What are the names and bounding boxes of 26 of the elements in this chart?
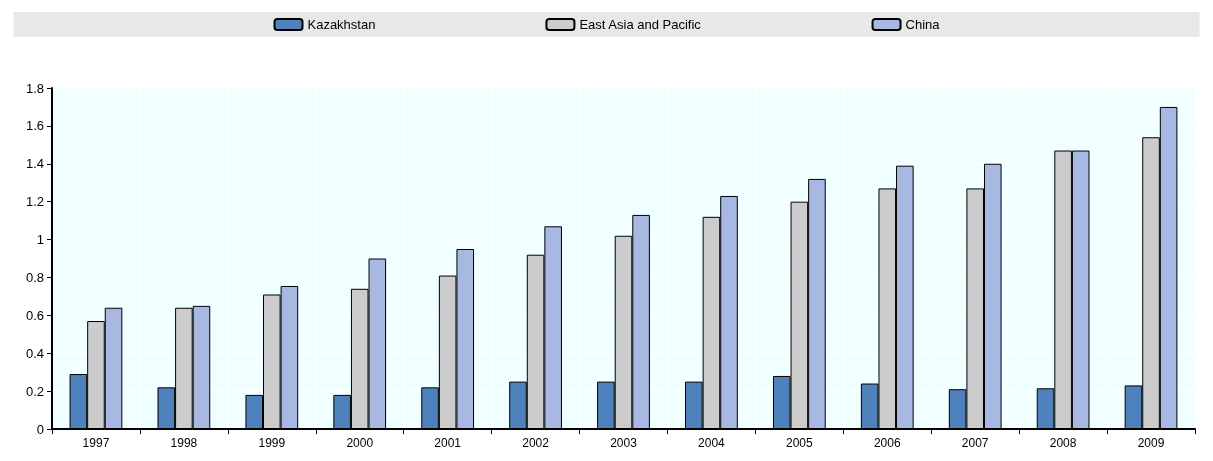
y-tick-label: 0.8 — [25, 269, 44, 285]
x-tick-label: 2000 — [346, 436, 374, 450]
x-tick-label: 2009 — [1137, 436, 1165, 450]
x-tick-label: 2004 — [698, 436, 726, 450]
x-tick-label: 2003 — [610, 436, 638, 450]
y-tick-label: 0.6 — [25, 307, 44, 323]
x-tick-label: 2001 — [434, 436, 462, 450]
x-tick-label: 2002 — [522, 436, 550, 450]
y-tick-label: 1.6 — [25, 118, 44, 134]
y-tick-label: 1 — [36, 232, 44, 248]
legend-label: East Asia and Pacific — [579, 17, 702, 32]
x-tick-label: 1999 — [258, 436, 286, 450]
x-tick-label: 2006 — [873, 436, 901, 450]
y-tick-label: 1.4 — [25, 156, 44, 172]
x-tick-label: 2007 — [961, 436, 989, 450]
y-tick-label: 0.4 — [25, 345, 44, 361]
x-tick-label: 2005 — [785, 436, 814, 450]
x-tick-label: 2008 — [1049, 436, 1077, 450]
x-tick-label: 1998 — [170, 436, 198, 450]
x-tick-label: 1997 — [82, 436, 110, 450]
y-tick-label: 0 — [36, 421, 44, 437]
legend-label: Kazakhstan — [307, 17, 376, 32]
y-tick-label: 1.2 — [25, 194, 44, 210]
y-tick-label: 0.2 — [25, 383, 44, 399]
legend-label: China — [905, 17, 941, 32]
y-tick-label: 1.8 — [25, 80, 44, 96]
